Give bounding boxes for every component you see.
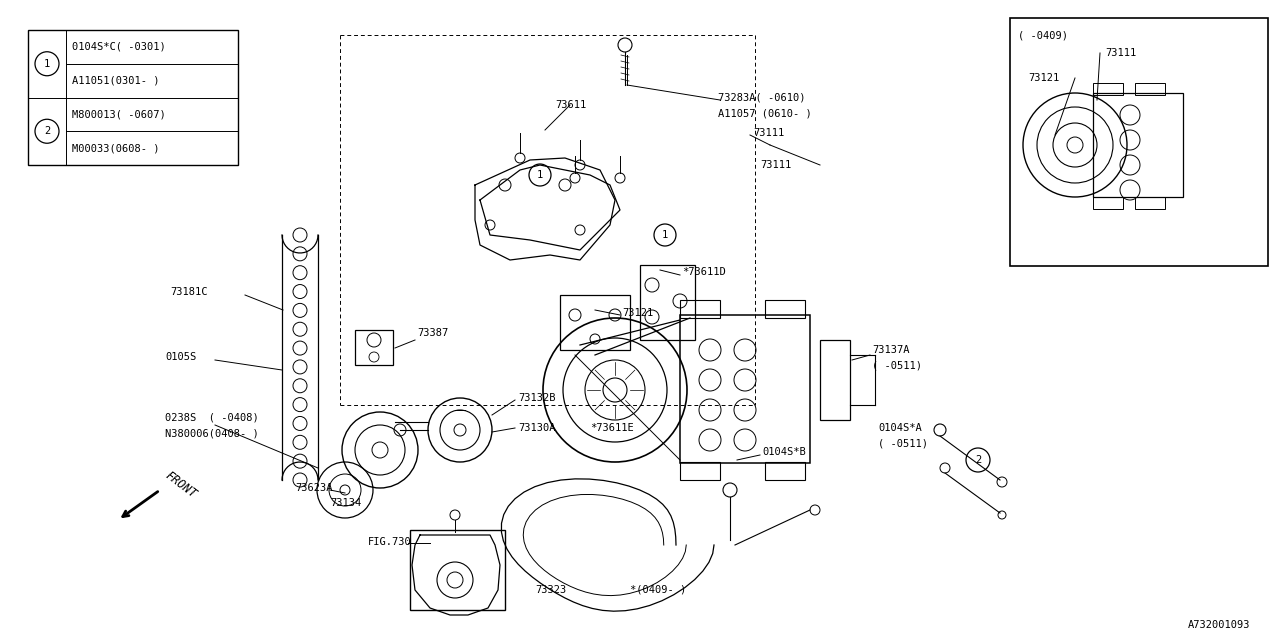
- Text: 73323: 73323: [535, 585, 566, 595]
- Circle shape: [1068, 137, 1083, 153]
- Text: 2: 2: [44, 126, 50, 136]
- Text: 73181C: 73181C: [170, 287, 207, 297]
- Text: 73283A( -0610): 73283A( -0610): [718, 92, 805, 102]
- Text: *(0409- ): *(0409- ): [630, 585, 686, 595]
- Text: 73134: 73134: [330, 498, 361, 508]
- Text: 73387: 73387: [417, 328, 448, 338]
- Text: 1: 1: [44, 59, 50, 68]
- Bar: [1093, 83, 1123, 95]
- Circle shape: [372, 442, 388, 458]
- Bar: [355, 330, 393, 365]
- Text: ( -0409): ( -0409): [1018, 31, 1068, 41]
- Text: *73611D: *73611D: [682, 267, 726, 277]
- Text: 1: 1: [536, 170, 543, 180]
- Text: 73611: 73611: [556, 100, 586, 110]
- Text: 0105S: 0105S: [165, 352, 196, 362]
- Text: 0238S  ( -0408): 0238S ( -0408): [165, 413, 259, 423]
- Text: 73121: 73121: [1028, 73, 1060, 83]
- Text: 0104S*C( -0301): 0104S*C( -0301): [72, 42, 165, 52]
- Text: A11057 (0610- ): A11057 (0610- ): [718, 108, 812, 118]
- Text: N380006(0408- ): N380006(0408- ): [165, 429, 259, 439]
- Text: M00033(0608- ): M00033(0608- ): [72, 143, 160, 153]
- Text: A732001093: A732001093: [1188, 620, 1251, 630]
- Bar: [640, 265, 695, 340]
- Bar: [1093, 197, 1123, 209]
- Bar: [561, 295, 630, 350]
- Bar: [1135, 197, 1165, 209]
- Text: 1: 1: [662, 230, 668, 240]
- Bar: [1093, 93, 1183, 197]
- Bar: [765, 300, 805, 318]
- Bar: [680, 300, 719, 318]
- Text: A11051(0301- ): A11051(0301- ): [72, 76, 160, 86]
- Text: FRONT: FRONT: [163, 469, 200, 501]
- Text: 2: 2: [975, 455, 982, 465]
- Text: 73121: 73121: [622, 308, 653, 318]
- Bar: [765, 462, 805, 480]
- Bar: [28, 30, 238, 165]
- Circle shape: [603, 378, 627, 402]
- Text: FIG.730: FIG.730: [369, 537, 412, 547]
- Text: 73623A: 73623A: [294, 483, 333, 493]
- Text: 73132B: 73132B: [518, 393, 556, 403]
- Bar: [1010, 18, 1268, 266]
- Text: ( -0511): ( -0511): [878, 439, 928, 449]
- Text: 73111: 73111: [760, 160, 791, 170]
- Text: 73137A: 73137A: [872, 345, 910, 355]
- Text: 73130A: 73130A: [518, 423, 556, 433]
- Bar: [820, 340, 850, 420]
- Text: 73111: 73111: [753, 128, 785, 138]
- Text: 0104S*A: 0104S*A: [878, 423, 922, 433]
- Text: 0104S*B: 0104S*B: [762, 447, 805, 457]
- Text: *73611E: *73611E: [590, 423, 634, 433]
- Text: ( -0511): ( -0511): [872, 361, 922, 371]
- Text: M800013( -0607): M800013( -0607): [72, 109, 165, 120]
- Bar: [680, 315, 810, 463]
- Text: 73111: 73111: [1105, 48, 1137, 58]
- Bar: [1135, 83, 1165, 95]
- Bar: [680, 462, 719, 480]
- Bar: [410, 530, 506, 610]
